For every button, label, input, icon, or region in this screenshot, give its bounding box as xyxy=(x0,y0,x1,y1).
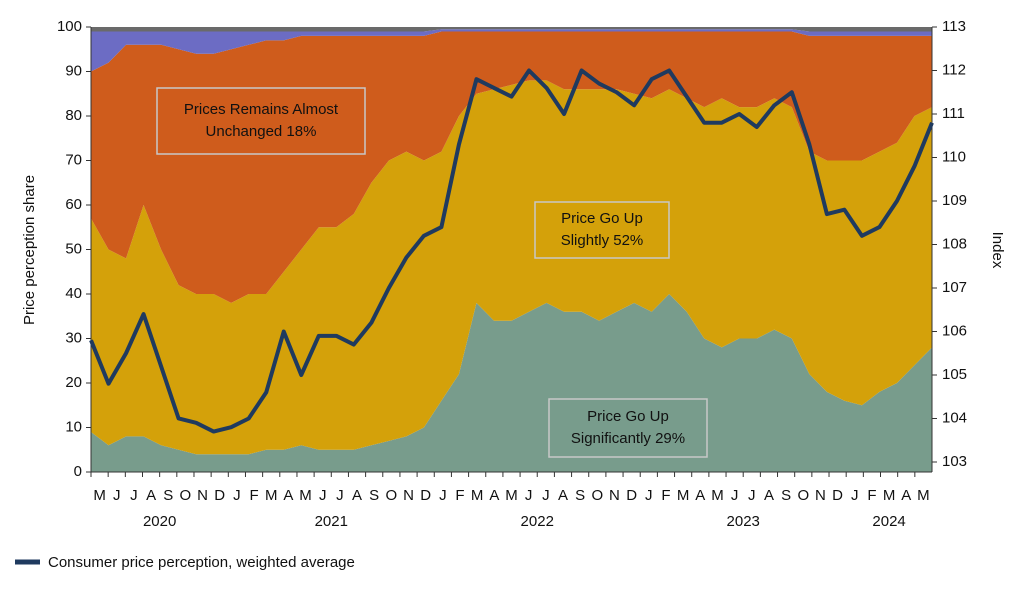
x-group-label: 2022 xyxy=(521,513,554,530)
y-tick-label: 0 xyxy=(74,463,82,480)
line xyxy=(89,68,934,434)
x-tick-label: M xyxy=(299,487,312,504)
x-tick-label: M xyxy=(471,487,484,504)
y2-tick-label: 109 xyxy=(942,192,967,209)
y-axis-title: Price perception share xyxy=(21,175,38,325)
y-tick-label: 90 xyxy=(65,62,82,79)
x-tick-label: A xyxy=(558,487,568,504)
x-tick-label: O xyxy=(180,487,192,504)
x-tick-label: J xyxy=(113,487,121,504)
y2-tick-label: 112 xyxy=(942,61,966,78)
legend-label: Consumer price perception, weighted aver… xyxy=(48,554,355,571)
x-tick-label: F xyxy=(455,487,464,504)
y2-tick-label: 111 xyxy=(942,105,965,122)
x-tick-label: M xyxy=(883,487,896,504)
x-tick-label: A xyxy=(489,487,499,504)
x-tick-label: F xyxy=(867,487,876,504)
area xyxy=(91,80,932,455)
annotation-box xyxy=(156,87,366,155)
x-tick-label: D xyxy=(832,487,843,504)
x-tick-label: S xyxy=(163,487,173,504)
x-tick-label: M xyxy=(505,487,518,504)
x-tick-label: D xyxy=(214,487,225,504)
x-tick-label: M xyxy=(93,487,106,504)
x-tick-label: O xyxy=(386,487,398,504)
x-tick-label: J xyxy=(645,487,653,504)
annotation-box xyxy=(548,398,708,458)
x-tick-label: J xyxy=(319,487,327,504)
x-group-label: 2024 xyxy=(872,513,905,530)
x-tick-label: J xyxy=(748,487,756,504)
x-group-label: 2021 xyxy=(315,513,348,530)
x-tick-label: J xyxy=(851,487,859,504)
y-tick-label: 70 xyxy=(65,151,82,168)
x-tick-label: A xyxy=(146,487,156,504)
x-tick-label: M xyxy=(677,487,690,504)
x-tick-label: J xyxy=(336,487,344,504)
annotation-text: Price Go Up xyxy=(561,210,643,227)
y2-axis-title: Index xyxy=(989,232,1006,269)
y-tick-label: 40 xyxy=(65,285,82,302)
y2-tick-label: 103 xyxy=(942,453,967,470)
x-tick-label: N xyxy=(815,487,826,504)
y2-tick-label: 105 xyxy=(942,366,967,383)
y2-tick-label: 104 xyxy=(942,409,967,426)
y-tick-label: 100 xyxy=(57,18,82,35)
annotation-text: Unchanged 18% xyxy=(206,123,317,140)
x-tick-label: D xyxy=(420,487,431,504)
y-tick-label: 60 xyxy=(65,196,82,213)
y2-tick-label: 113 xyxy=(942,18,966,35)
x-tick-label: A xyxy=(901,487,911,504)
x-tick-label: A xyxy=(764,487,774,504)
x-tick-label: J xyxy=(130,487,138,504)
area xyxy=(91,31,932,303)
y2-tick-label: 106 xyxy=(942,322,967,339)
x-tick-label: S xyxy=(575,487,585,504)
y2-tick-label: 107 xyxy=(942,279,967,296)
x-tick-label: O xyxy=(797,487,809,504)
area xyxy=(91,294,932,472)
annotation-box xyxy=(534,201,670,259)
x-tick-label: S xyxy=(781,487,791,504)
annotation-text: Slightly 52% xyxy=(561,232,644,249)
y2-tick-label: 110 xyxy=(942,148,966,165)
x-tick-label: N xyxy=(197,487,208,504)
x-tick-label: J xyxy=(542,487,550,504)
annotation-text: Prices Remains Almost xyxy=(184,101,339,118)
x-tick-label: J xyxy=(525,487,533,504)
y-tick-label: 10 xyxy=(65,418,82,435)
y-tick-label: 20 xyxy=(65,374,82,391)
y2-tick-label: 108 xyxy=(942,235,967,252)
y-tick-label: 80 xyxy=(65,107,82,124)
x-tick-label: O xyxy=(591,487,603,504)
x-tick-label: J xyxy=(233,487,241,504)
annotation-text: Price Go Up xyxy=(587,408,669,425)
y-tick-label: 30 xyxy=(65,329,82,346)
x-tick-label: D xyxy=(626,487,637,504)
x-tick-label: A xyxy=(352,487,362,504)
x-tick-label: F xyxy=(249,487,258,504)
annotation-text: Significantly 29% xyxy=(571,430,685,447)
area xyxy=(91,29,932,72)
x-tick-label: M xyxy=(711,487,724,504)
x-tick-label: M xyxy=(917,487,930,504)
x-tick-label: A xyxy=(283,487,293,504)
y-tick-label: 50 xyxy=(65,240,82,257)
area xyxy=(91,27,932,32)
x-tick-label: N xyxy=(609,487,620,504)
x-tick-label: S xyxy=(369,487,379,504)
x-tick-label: J xyxy=(731,487,739,504)
x-tick-label: N xyxy=(403,487,414,504)
x-group-label: 2023 xyxy=(727,513,760,530)
x-tick-label: F xyxy=(661,487,670,504)
x-tick-label: M xyxy=(265,487,278,504)
x-tick-label: A xyxy=(695,487,705,504)
x-group-label: 2020 xyxy=(143,513,176,530)
x-tick-label: J xyxy=(439,487,447,504)
